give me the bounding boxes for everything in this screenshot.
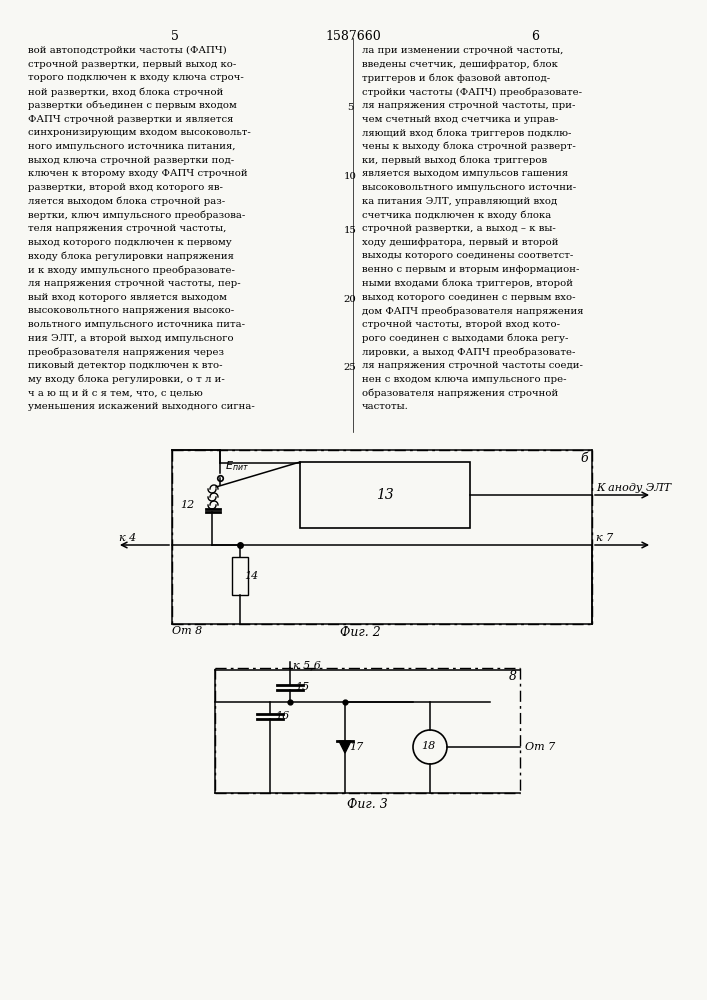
Text: ля напряжения строчной частоты, пер-: ля напряжения строчной частоты, пер- xyxy=(28,279,240,288)
Text: ки, первый выход блока триггеров: ки, первый выход блока триггеров xyxy=(362,156,547,165)
Text: высоковольтного напряжения высоко-: высоковольтного напряжения высоко- xyxy=(28,306,234,315)
Text: ными входами блока триггеров, второй: ными входами блока триггеров, второй xyxy=(362,279,573,288)
Text: счетчика подключен к входу блока: счетчика подключен к входу блока xyxy=(362,210,551,220)
Text: 5: 5 xyxy=(171,30,179,43)
Text: 15: 15 xyxy=(344,226,356,235)
Text: вой автоподстройки частоты (ФАПЧ): вой автоподстройки частоты (ФАПЧ) xyxy=(28,46,227,55)
Text: дом ФАПЧ преобразователя напряжения: дом ФАПЧ преобразователя напряжения xyxy=(362,306,583,316)
Text: и к входу импульсного преобразовате-: и к входу импульсного преобразовате- xyxy=(28,265,235,275)
Text: 17: 17 xyxy=(349,742,363,752)
Text: б: б xyxy=(580,452,588,465)
Text: вертки, ключ импульсного преобразова-: вертки, ключ импульсного преобразова- xyxy=(28,210,245,220)
Text: ка питания ЭЛТ, управляющий вход: ка питания ЭЛТ, управляющий вход xyxy=(362,197,557,206)
Text: рого соединен с выходами блока регу-: рого соединен с выходами блока регу- xyxy=(362,334,568,343)
Text: торого подключен к входу ключа строч-: торого подключен к входу ключа строч- xyxy=(28,73,244,82)
Text: развертки объединен с первым входом: развертки объединен с первым входом xyxy=(28,101,237,110)
Text: преобразователя напряжения через: преобразователя напряжения через xyxy=(28,347,224,357)
Text: введены счетчик, дешифратор, блок: введены счетчик, дешифратор, блок xyxy=(362,60,558,69)
Text: строчной развертки, а выход – к вы-: строчной развертки, а выход – к вы- xyxy=(362,224,556,233)
Text: ния ЭЛТ, а второй выход импульсного: ния ЭЛТ, а второй выход импульсного xyxy=(28,334,233,343)
Text: От 7: От 7 xyxy=(525,742,555,752)
Text: лировки, а выход ФАПЧ преобразовате-: лировки, а выход ФАПЧ преобразовате- xyxy=(362,347,575,357)
Text: 25: 25 xyxy=(344,363,356,372)
Text: вольтного импульсного источника пита-: вольтного импульсного источника пита- xyxy=(28,320,245,329)
Text: ляется выходом блока строчной раз-: ляется выходом блока строчной раз- xyxy=(28,197,225,206)
Text: $E_{пит}$: $E_{пит}$ xyxy=(225,459,249,473)
Text: выходы которого соединены соответст-: выходы которого соединены соответст- xyxy=(362,251,573,260)
Text: 15: 15 xyxy=(295,682,309,692)
Text: От 8: От 8 xyxy=(172,626,202,636)
Text: выход которого подключен к первому: выход которого подключен к первому xyxy=(28,238,232,247)
Text: выход которого соединен с первым вхо-: выход которого соединен с первым вхо- xyxy=(362,293,575,302)
Text: стройки частоты (ФАПЧ) преобразовате-: стройки частоты (ФАПЧ) преобразовате- xyxy=(362,87,582,97)
Text: 12: 12 xyxy=(180,500,194,510)
Text: является выходом импульсов гашения: является выходом импульсов гашения xyxy=(362,169,568,178)
Text: образователя напряжения строчной: образователя напряжения строчной xyxy=(362,388,559,398)
Text: Фиг. 3: Фиг. 3 xyxy=(347,798,388,811)
Text: триггеров и блок фазовой автопод-: триггеров и блок фазовой автопод- xyxy=(362,73,550,83)
Text: ч а ю щ и й с я тем, что, с целью: ч а ю щ и й с я тем, что, с целью xyxy=(28,388,203,397)
Text: 1587660: 1587660 xyxy=(325,30,381,43)
Text: ФАПЧ строчной развертки и является: ФАПЧ строчной развертки и является xyxy=(28,114,233,123)
Text: к 5,6: к 5,6 xyxy=(293,660,321,670)
Text: чены к выходу блока строчной разверт-: чены к выходу блока строчной разверт- xyxy=(362,142,575,151)
Text: выход ключа строчной развертки под-: выход ключа строчной развертки под- xyxy=(28,156,234,165)
Text: ляющий вход блока триггеров подклю-: ляющий вход блока триггеров подклю- xyxy=(362,128,571,138)
Text: ля напряжения строчной частоты, при-: ля напряжения строчной частоты, при- xyxy=(362,101,575,110)
Text: 20: 20 xyxy=(344,295,356,304)
Text: 6: 6 xyxy=(531,30,539,43)
Text: пиковый детектор подключен к вто-: пиковый детектор подключен к вто- xyxy=(28,361,223,370)
Text: частоты.: частоты. xyxy=(362,402,409,411)
Text: 8: 8 xyxy=(509,670,517,683)
Bar xyxy=(232,557,248,595)
Text: К аноду ЭЛТ: К аноду ЭЛТ xyxy=(596,483,671,493)
Text: 10: 10 xyxy=(344,172,356,181)
Text: ного импульсного источника питания,: ного импульсного источника питания, xyxy=(28,142,235,151)
Text: строчной частоты, второй вход кото-: строчной частоты, второй вход кото- xyxy=(362,320,560,329)
Text: к 4: к 4 xyxy=(119,533,136,543)
Text: Фиг. 2: Фиг. 2 xyxy=(339,626,380,639)
Text: 18: 18 xyxy=(421,741,435,751)
Text: ной развертки, вход блока строчной: ной развертки, вход блока строчной xyxy=(28,87,223,97)
Text: уменьшения искажений выходного сигна-: уменьшения искажений выходного сигна- xyxy=(28,402,255,411)
Text: венно с первым и вторым информацион-: венно с первым и вторым информацион- xyxy=(362,265,579,274)
Text: строчной развертки, первый выход ко-: строчной развертки, первый выход ко- xyxy=(28,60,236,69)
Text: 13: 13 xyxy=(376,488,394,502)
Text: ла при изменении строчной частоты,: ла при изменении строчной частоты, xyxy=(362,46,563,55)
Text: чем счетный вход счетчика и управ-: чем счетный вход счетчика и управ- xyxy=(362,114,559,123)
Text: входу блока регулировки напряжения: входу блока регулировки напряжения xyxy=(28,251,234,261)
Text: му входу блока регулировки, о т л и-: му входу блока регулировки, о т л и- xyxy=(28,375,225,384)
Text: высоковольтного импульсного источни-: высоковольтного импульсного источни- xyxy=(362,183,576,192)
Text: развертки, второй вход которого яв-: развертки, второй вход которого яв- xyxy=(28,183,223,192)
Text: к 7: к 7 xyxy=(596,533,613,543)
Text: теля напряжения строчной частоты,: теля напряжения строчной частоты, xyxy=(28,224,226,233)
Text: ключен к второму входу ФАПЧ строчной: ключен к второму входу ФАПЧ строчной xyxy=(28,169,247,178)
Polygon shape xyxy=(339,741,351,753)
Text: ля напряжения строчной частоты соеди-: ля напряжения строчной частоты соеди- xyxy=(362,361,583,370)
Text: вый вход которого является выходом: вый вход которого является выходом xyxy=(28,293,227,302)
Text: синхронизирующим входом высоковольт-: синхронизирующим входом высоковольт- xyxy=(28,128,251,137)
Text: 14: 14 xyxy=(244,571,258,581)
Bar xyxy=(300,462,470,528)
Text: 5: 5 xyxy=(347,103,354,112)
Text: ходу дешифратора, первый и второй: ходу дешифратора, первый и второй xyxy=(362,238,559,247)
Text: 16: 16 xyxy=(275,711,289,721)
Text: нен с входом ключа импульсного пре-: нен с входом ключа импульсного пре- xyxy=(362,375,566,384)
